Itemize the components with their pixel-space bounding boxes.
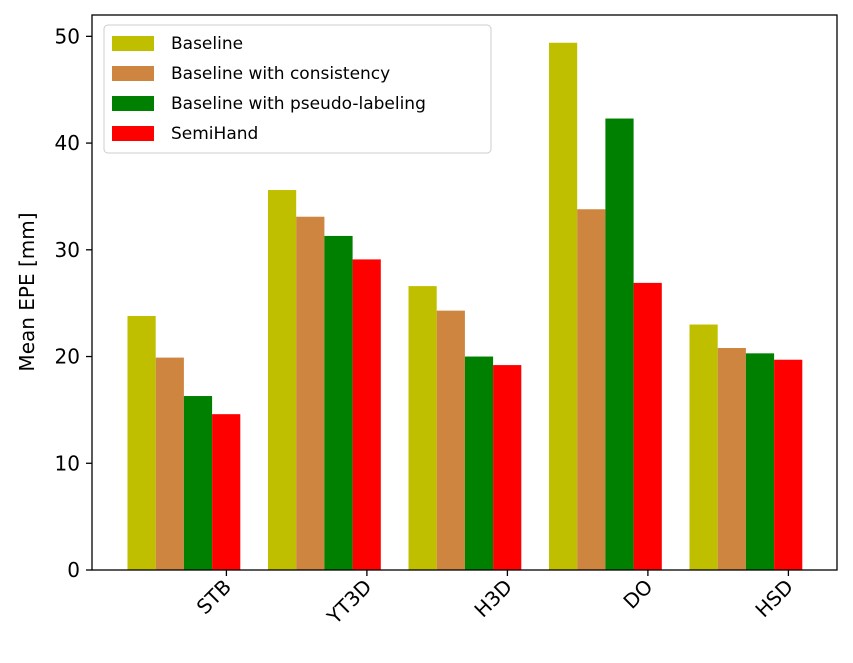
- bar-baseline-do: [549, 42, 578, 570]
- bar-baseline-with-pseudo-labeling-hsd: [745, 353, 775, 570]
- y-tick-label: 0: [67, 558, 80, 582]
- y-tick-label: 40: [55, 131, 80, 155]
- bar-baseline-with-pseudo-labeling-stb: [183, 396, 213, 570]
- bar-baseline-hsd: [689, 324, 718, 570]
- bar-baseline-yt3d: [268, 190, 297, 571]
- x-tick-label-hsd: HSD: [750, 575, 797, 622]
- legend-label: Baseline with consistency: [171, 64, 390, 84]
- x-tick-label-do: DO: [618, 575, 657, 614]
- legend-box: [103, 24, 492, 154]
- legend: Baseline Baseline with consistency Baselin…: [103, 24, 492, 154]
- x-tick-label-h3d: H3D: [469, 575, 516, 622]
- bar-baseline-with-pseudo-labeling-h3d: [464, 356, 494, 570]
- y-axis: 0 10 20 30 40 50: [55, 24, 92, 582]
- bar-baseline-with-consistency-hsd: [717, 348, 746, 570]
- x-axis: STB YT3D H3D DO HSD: [192, 570, 798, 629]
- plot-frame: [91, 14, 838, 571]
- y-tick-label: 20: [55, 345, 80, 369]
- legend-swatch: [112, 66, 154, 81]
- bar-baseline-h3d: [408, 286, 437, 570]
- y-tick-label: 30: [55, 238, 80, 262]
- legend-swatch: [112, 96, 154, 111]
- bar-baseline-stb: [127, 315, 156, 570]
- y-tick-label: 50: [55, 24, 80, 48]
- bar-baseline-with-consistency-stb: [155, 357, 184, 570]
- legend-swatch: [112, 126, 154, 141]
- bar-baseline-with-consistency-do: [577, 209, 606, 570]
- legend-label: Baseline: [171, 34, 243, 54]
- bar-semihand-h3d: [493, 365, 522, 570]
- bars-group: [127, 42, 803, 571]
- legend-label: Baseline with pseudo-labeling: [171, 94, 426, 114]
- bar-semihand-stb: [212, 414, 241, 570]
- x-tick-label-stb: STB: [192, 575, 236, 619]
- legend-swatch: [112, 36, 154, 51]
- bar-baseline-with-pseudo-labeling-yt3d: [324, 235, 353, 570]
- bar-semihand-do: [633, 282, 662, 570]
- y-tick-label: 10: [55, 451, 80, 475]
- legend-label: SemiHand: [171, 124, 258, 144]
- x-tick-label-yt3d: YT3D: [322, 575, 377, 630]
- bar-baseline-with-consistency-h3d: [436, 310, 465, 570]
- bar-semihand-yt3d: [352, 259, 381, 570]
- y-axis-label: Mean EPE [mm]: [15, 212, 39, 371]
- bar-baseline-with-pseudo-labeling-do: [605, 118, 634, 570]
- bar-semihand-hsd: [774, 359, 803, 570]
- bar-baseline-with-consistency-yt3d: [296, 216, 325, 570]
